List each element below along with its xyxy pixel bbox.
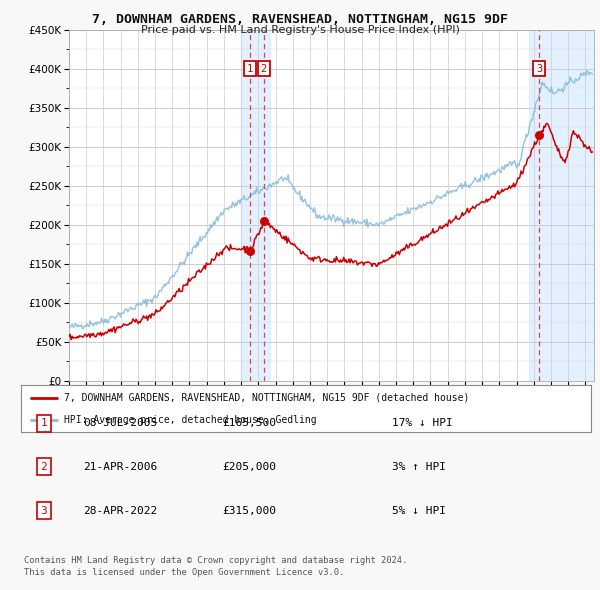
Text: £205,000: £205,000 [222,462,276,472]
Text: 7, DOWNHAM GARDENS, RAVENSHEAD, NOTTINGHAM, NG15 9DF: 7, DOWNHAM GARDENS, RAVENSHEAD, NOTTINGH… [92,13,508,26]
Text: 1: 1 [40,418,47,428]
Text: 3: 3 [536,64,542,74]
Text: 28-APR-2022: 28-APR-2022 [83,506,158,516]
Text: 08-JUL-2005: 08-JUL-2005 [83,418,158,428]
Text: HPI: Average price, detached house, Gedling: HPI: Average price, detached house, Gedl… [64,415,316,425]
Bar [241,30,271,381]
Text: 17% ↓ HPI: 17% ↓ HPI [392,418,452,428]
Text: Price paid vs. HM Land Registry's House Price Index (HPI): Price paid vs. HM Land Registry's House … [140,25,460,35]
Bar [529,30,594,381]
Text: 21-APR-2006: 21-APR-2006 [83,462,158,472]
Text: £315,000: £315,000 [222,506,276,516]
Text: 3: 3 [40,506,47,516]
Text: Contains HM Land Registry data © Crown copyright and database right 2024.: Contains HM Land Registry data © Crown c… [24,556,407,565]
Text: 5% ↓ HPI: 5% ↓ HPI [392,506,445,516]
Text: 2: 2 [40,462,47,472]
Text: 1: 1 [247,64,253,74]
Text: 3% ↑ HPI: 3% ↑ HPI [392,462,445,472]
Text: £165,500: £165,500 [222,418,276,428]
Text: 2: 2 [260,64,267,74]
Text: This data is licensed under the Open Government Licence v3.0.: This data is licensed under the Open Gov… [24,568,344,576]
Text: 7, DOWNHAM GARDENS, RAVENSHEAD, NOTTINGHAM, NG15 9DF (detached house): 7, DOWNHAM GARDENS, RAVENSHEAD, NOTTINGH… [64,393,469,403]
